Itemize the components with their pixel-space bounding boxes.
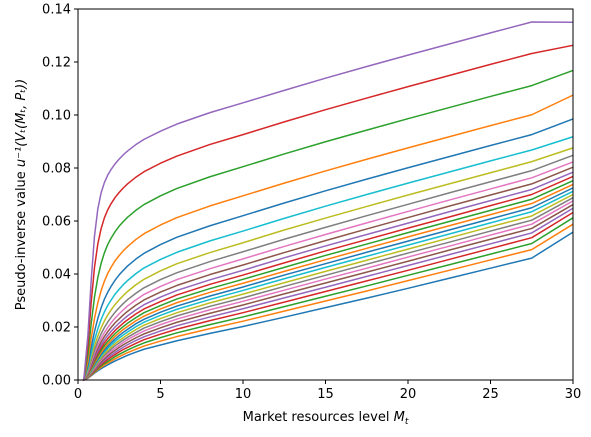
x-tick-label-4: 20 [400,387,417,402]
y-tick-label-4: 0.08 [42,162,71,177]
series-line-21 [82,118,574,381]
x-tick-label-0: 0 [74,387,82,402]
x-axis-label-subscript: t [405,417,409,427]
series-line-20 [82,136,574,381]
series-line-12 [82,183,574,381]
y-axis-label: Pseudo-inverse value u⁻¹(Vₜ(Mₜ, Pₜ)) [14,79,29,311]
x-axis-label-text: Market resources level [243,410,390,425]
series-line-16 [82,166,574,381]
x-axis-label: Market resources level Mt [243,410,409,427]
y-tick-label-6: 0.12 [42,56,71,71]
series-line-24 [82,44,574,381]
y-tick-label-0: 0.00 [42,374,71,389]
series-line-13 [82,180,574,381]
series-line-22 [82,94,574,381]
x-tick-label-5: 25 [482,387,499,402]
y-tick-label-2: 0.04 [42,268,71,283]
y-tick-label-3: 0.06 [42,215,71,230]
series-layer [82,21,574,381]
ticks-layer: 0 5 10 15 20 25 30 0.00 0.02 0.04 0.06 0.08 0.10 0.12… [42,3,581,403]
y-tick-label-1: 0.02 [42,321,71,336]
series-line-19 [82,147,574,381]
x-tick-label-6: 30 [565,387,582,402]
y-axis-label-text: Pseudo-inverse value [14,171,29,310]
x-tick-label-3: 15 [317,387,334,402]
series-line-15 [82,171,574,381]
x-tick-label-2: 10 [235,387,252,402]
series-line-17 [82,161,574,381]
x-tick-label-1: 5 [156,387,164,402]
y-tick-label-7: 0.14 [42,3,71,18]
series-line-23 [82,69,574,381]
y-axis-label-formula: u⁻¹(Vₜ(Mₜ, Pₜ)) [14,79,29,167]
series-line-18 [82,154,574,381]
series-line-14 [82,175,574,381]
series-line-25 [82,21,574,381]
y-tick-label-5: 0.10 [42,109,71,124]
x-axis-label-symbol: M [394,410,405,425]
